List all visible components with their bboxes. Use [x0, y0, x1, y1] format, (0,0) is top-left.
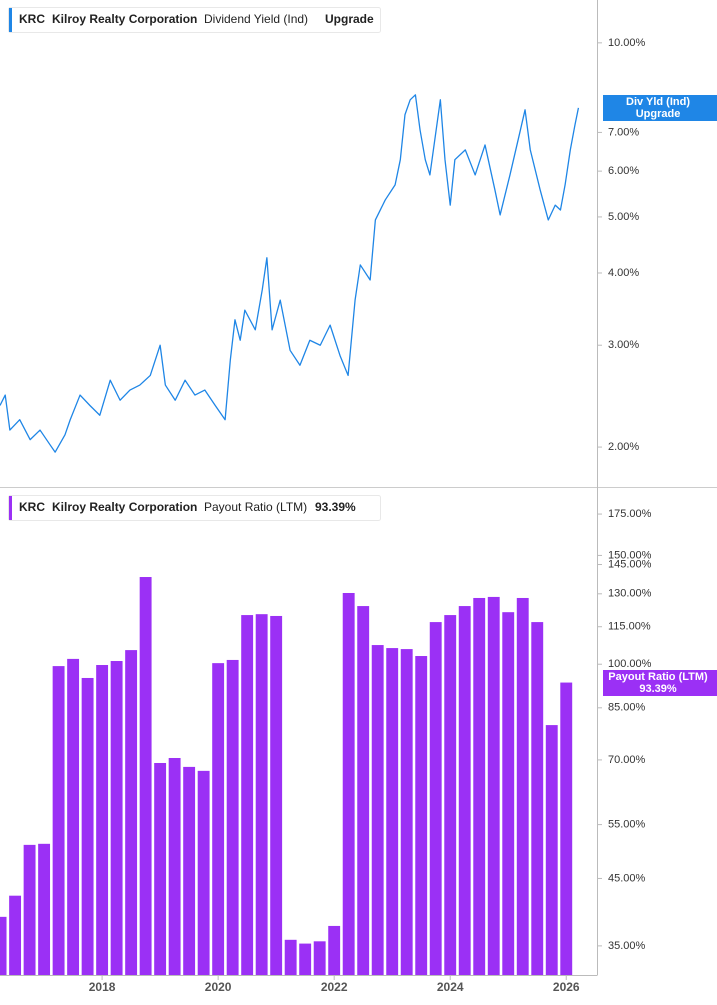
bar: [270, 615, 283, 975]
bar: [444, 615, 457, 975]
x-tick-label: 2018: [89, 980, 116, 994]
legend-company: Kilroy Realty Corporation: [52, 12, 197, 26]
bar: [197, 770, 210, 975]
bar: [502, 612, 515, 975]
y-tick-label: 175.00%: [608, 508, 652, 520]
value-tag: [603, 95, 717, 121]
legend-value: Upgrade: [325, 12, 374, 26]
y-tick-label: 35.00%: [608, 940, 646, 952]
legend-series: Payout Ratio (LTM): [204, 500, 307, 514]
bar: [139, 577, 152, 975]
bar: [110, 661, 123, 975]
y-tick-label: 145.00%: [608, 558, 652, 570]
legend-ticker: KRC: [19, 12, 45, 26]
bar: [226, 659, 239, 975]
value-tag-value: 93.39%: [639, 683, 677, 695]
value-tag-value: Upgrade: [636, 108, 681, 120]
bar: [0, 916, 7, 975]
bar: [357, 606, 370, 975]
bar: [313, 941, 326, 975]
bar: [328, 925, 341, 975]
x-tick-label: 2026: [553, 980, 580, 994]
bar: [560, 682, 573, 975]
x-tick-label: 2022: [321, 980, 348, 994]
legend-series: Dividend Yield (Ind): [204, 12, 308, 26]
legend-box: [8, 7, 381, 33]
bar: [212, 663, 225, 975]
line-series: [0, 94, 580, 453]
y-tick-label: 70.00%: [608, 754, 646, 766]
legend-box: [8, 495, 381, 521]
y-tick-label: 4.00%: [608, 267, 639, 279]
y-tick-label: 10.00%: [608, 37, 646, 49]
bar: [168, 757, 181, 975]
bar: [342, 592, 355, 975]
bar: [371, 645, 384, 975]
y-tick-label: 6.00%: [608, 165, 639, 177]
bar: [386, 648, 399, 975]
x-tick-label: 2020: [205, 980, 232, 994]
bar: [473, 597, 486, 975]
bar: [516, 597, 529, 975]
y-tick-label: 150.00%: [608, 549, 652, 561]
bar: [52, 666, 65, 975]
legend-company: Kilroy Realty Corporation: [52, 500, 197, 514]
bar: [255, 614, 268, 975]
value-tag-name: Payout Ratio (LTM): [608, 671, 708, 683]
bar: [9, 895, 22, 975]
legend-color: [9, 496, 12, 520]
y-tick-label: 45.00%: [608, 872, 646, 884]
bar: [545, 725, 558, 975]
value-tag-name: Div Yld (Ind): [626, 96, 690, 108]
y-tick-label: 115.00%: [608, 621, 651, 633]
bar: [125, 650, 138, 975]
legend-ticker: KRC: [19, 500, 45, 514]
legend-value: 93.39%: [315, 500, 356, 514]
y-tick-label: 130.00%: [608, 588, 652, 600]
bar: [81, 677, 94, 975]
bar: [400, 649, 413, 975]
bar: [299, 943, 312, 975]
bar: [458, 606, 471, 975]
value-tag: [603, 670, 717, 696]
y-tick-label: 85.00%: [608, 702, 646, 714]
bar: [241, 615, 254, 975]
bar: [38, 843, 51, 975]
bar: [415, 656, 428, 975]
bar: [183, 766, 196, 975]
y-tick-label: 5.00%: [608, 211, 639, 223]
x-tick-label: 2024: [437, 980, 464, 994]
y-tick-label: 3.00%: [608, 339, 639, 351]
bar: [96, 665, 109, 975]
bar: [154, 762, 167, 975]
bar: [531, 622, 544, 975]
bar: [487, 596, 500, 975]
bar: [429, 622, 442, 975]
y-tick-label: 7.00%: [608, 126, 639, 138]
legend-color: [9, 8, 12, 32]
y-tick-label: 2.00%: [608, 441, 639, 453]
bar: [23, 844, 36, 975]
bar: [67, 658, 80, 975]
y-tick-label: 100.00%: [608, 658, 652, 670]
bar: [284, 939, 297, 975]
y-tick-label: 55.00%: [608, 819, 646, 831]
